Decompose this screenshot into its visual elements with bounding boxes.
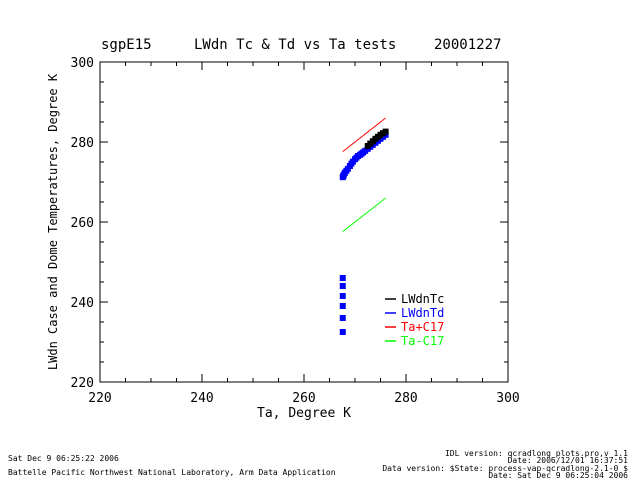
chart-title: LWdn Tc & Td vs Ta tests: [194, 37, 397, 53]
footer-data-version: Data version: $State: process-vap-qcradl…: [382, 464, 628, 473]
x-axis-label: Ta, Degree K: [257, 406, 351, 421]
data-point-lwdntd: [339, 329, 346, 335]
y-tick-label: 240: [71, 296, 94, 311]
footer-idl-version: IDL version: qcradlong_plots.pro,v 1.1: [444, 449, 628, 458]
legend-label-ta-c17: Ta+C17: [401, 320, 444, 334]
y-tick-label: 220: [71, 376, 94, 391]
y-tick-label: 260: [71, 216, 94, 231]
series-line-ta-c17: [342, 197, 386, 232]
plot-frame: [99, 61, 509, 383]
data-point-lwdntd: [339, 275, 346, 281]
footer-timestamp: Sat Dec 9 06:25:22 2006: [8, 454, 119, 463]
data-point-lwdntc: [382, 128, 389, 135]
series-line-ta-c17: [342, 117, 386, 152]
axis-tick-labels: 220 240 260 280 300 220 240 260 280 300: [71, 56, 520, 406]
legend-label-lwdntc: LWdnTc: [401, 292, 444, 306]
footer-institution: Battelle Pacific Northwest National Labo…: [8, 468, 336, 477]
data-point-lwdntd: [339, 303, 346, 309]
x-tick-label: 260: [292, 391, 315, 406]
data-point-lwdntd: [339, 293, 346, 299]
x-tick-label: 220: [88, 391, 111, 406]
footer-idl-date: Date: 2006/12/01 16:37:51: [507, 456, 628, 465]
x-tick-label: 280: [394, 391, 417, 406]
data-marks: [339, 117, 389, 335]
data-point-lwdntd: [339, 315, 346, 321]
site-id: sgpE15: [101, 37, 152, 53]
x-tick-label: 300: [496, 391, 519, 406]
data-point-lwdntd: [339, 283, 346, 289]
legend-label-lwdntd: LWdnTd: [401, 306, 444, 320]
chart-date: 20001227: [434, 37, 502, 53]
x-tick-label: 240: [190, 391, 213, 406]
axis-ticks: [99, 61, 509, 383]
y-tick-label: 280: [71, 136, 94, 151]
legend-label-ta-c17: Ta-C17: [401, 334, 444, 348]
y-axis-label: LWdn Case and Dome Temperatures, Degree …: [46, 73, 60, 370]
y-tick-label: 300: [71, 56, 94, 71]
footer-data-date: Date: Sat Dec 9 06:25:04 2006: [488, 471, 628, 480]
